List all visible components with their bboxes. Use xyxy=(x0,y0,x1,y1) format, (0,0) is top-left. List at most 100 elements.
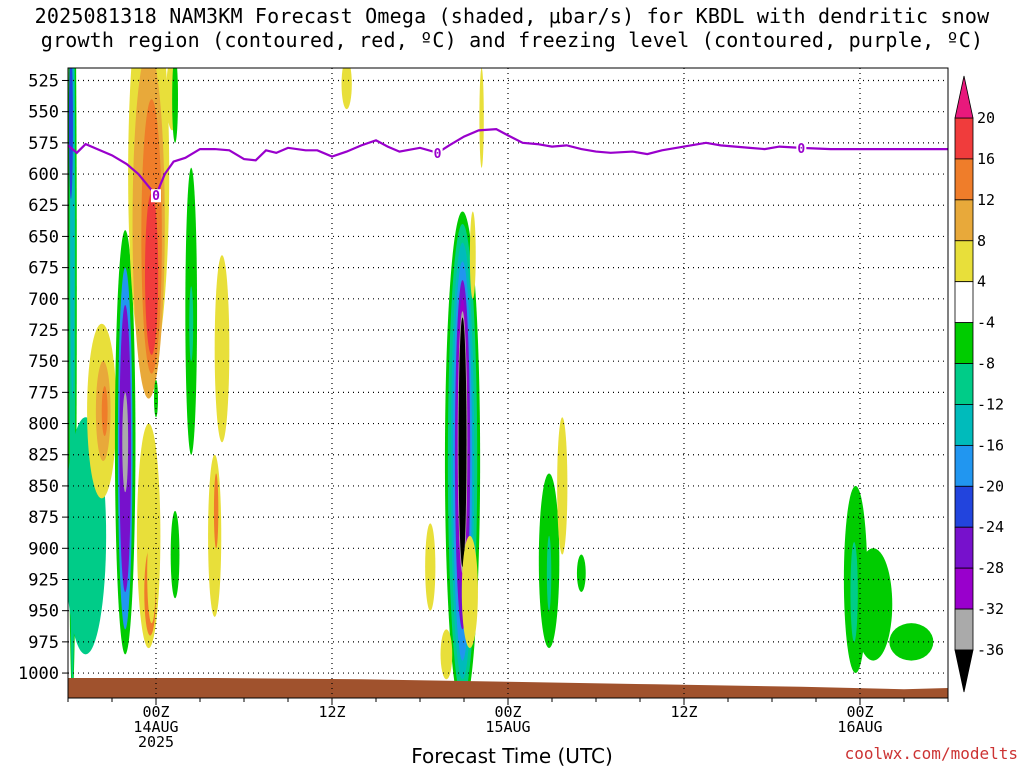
colorbar-bottom-arrow xyxy=(954,649,974,693)
chart-title: 2025081318 NAM3KM Forecast Omega (shaded… xyxy=(0,4,1024,52)
omega-blob-36 xyxy=(458,317,467,568)
colorbar-bin xyxy=(954,444,974,487)
y-tick-label: 625 xyxy=(28,196,59,216)
x-tick-label: 16AUG xyxy=(837,718,882,736)
y-tick-label: 800 xyxy=(28,415,59,435)
colorbar-tick-label: 12 xyxy=(977,191,995,209)
x-tick-label: 15AUG xyxy=(485,718,530,736)
omega-blob-43 xyxy=(546,535,552,611)
omega-blob-2 xyxy=(70,68,75,399)
chart-title-line1: 2025081318 NAM3KM Forecast Omega (shaded… xyxy=(34,4,990,28)
y-tick-label: 975 xyxy=(28,633,59,653)
y-tick-label: 600 xyxy=(28,165,59,185)
y-tick-label: 900 xyxy=(28,539,59,559)
colorbar-tick-label: -12 xyxy=(977,395,1004,413)
freezing-level-label: 0 xyxy=(797,142,805,157)
chart-title-line2: growth region (contoured, red, ºC) and f… xyxy=(40,28,984,52)
omega-blob-47 xyxy=(854,548,893,661)
omega-blob-48 xyxy=(889,623,934,661)
y-tick-label: 775 xyxy=(28,383,59,403)
colorbar-bin xyxy=(954,281,974,324)
grid-layer xyxy=(68,68,948,698)
freezing-level-label: 0 xyxy=(434,147,442,162)
omega-blob-27 xyxy=(213,473,219,549)
omega-blob-23 xyxy=(170,510,180,599)
colorbar-tick-label: 16 xyxy=(977,150,995,168)
colorbar-bin xyxy=(954,199,974,242)
colorbar: 20 16 12 8 4 -4 -8 -12 -16 -20 -24 -28 -32 -36 xyxy=(954,75,1004,693)
omega-blob-40 xyxy=(440,629,453,680)
x-tick-label: 00Z xyxy=(494,703,521,721)
y-tick-label: 1000 xyxy=(18,664,59,684)
colorbar-tick-label: 4 xyxy=(977,273,986,291)
colorbar-bin xyxy=(954,567,974,610)
y-tick-label: 825 xyxy=(28,446,59,466)
omega-blob-49 xyxy=(850,542,858,642)
y-tick-label: 750 xyxy=(28,352,59,372)
omega-blob-21 xyxy=(189,286,194,362)
credit-link[interactable]: coolwx.com/modelts xyxy=(844,744,1018,763)
colorbar-bin xyxy=(954,485,974,528)
x-tick-label: 00Z xyxy=(846,703,873,721)
omega-blob-15 xyxy=(145,192,159,355)
colorbar-bin xyxy=(954,117,974,160)
colorbar-bin xyxy=(954,404,974,446)
y-tick-label: 725 xyxy=(28,321,59,341)
x-tick-label: 12Z xyxy=(670,703,697,721)
colorbar-bin xyxy=(954,363,974,405)
colorbar-tick-label: -32 xyxy=(977,600,1004,618)
y-tick-label: 950 xyxy=(28,602,59,622)
omega-blob-44 xyxy=(557,417,568,555)
colorbar-bin xyxy=(954,608,974,651)
freezing-label-bg-0 xyxy=(151,189,161,203)
omega-blob-7 xyxy=(101,386,108,437)
omega-blob-3 xyxy=(68,68,73,199)
colorbar-tick-label: -20 xyxy=(977,477,1004,495)
colorbar-bin xyxy=(954,526,974,569)
omega-blob-25 xyxy=(214,255,230,443)
colorbar-tick-label: 8 xyxy=(977,232,986,250)
omega-blob-37 xyxy=(469,211,476,299)
freezing-level-label: 0 xyxy=(152,189,160,204)
x-tick-label: 00Z xyxy=(142,703,169,721)
omega-shading-layer xyxy=(68,68,934,698)
y-tick-label: 575 xyxy=(28,134,59,154)
omega-blob-28 xyxy=(341,68,352,110)
colorbar-tick-label: 20 xyxy=(977,109,995,127)
colorbar-bin xyxy=(954,322,974,364)
y-tick-label: 525 xyxy=(28,71,59,91)
omega-blob-39 xyxy=(425,523,436,611)
omega-blob-41 xyxy=(461,535,478,649)
omega-blob-45 xyxy=(576,554,586,592)
colorbar-top-arrow xyxy=(954,75,974,119)
colorbar-tick-label: -4 xyxy=(977,314,995,332)
freezing-level-layer: 0 0 0 xyxy=(68,128,948,204)
colorbar-tick-label: -16 xyxy=(977,436,1004,454)
y-tick-label: 925 xyxy=(28,570,59,590)
y-tick-label: 550 xyxy=(28,103,59,123)
x-axis-label: Forecast Time (UTC) xyxy=(411,744,613,768)
colorbar-tick-label: -36 xyxy=(977,641,1004,659)
x-tick-label: 14AUG xyxy=(133,718,178,736)
omega-blob-24 xyxy=(147,523,157,624)
x-tick-label: 12Z xyxy=(318,703,345,721)
colorbar-tick-label: -8 xyxy=(977,355,995,373)
colorbar-bin xyxy=(954,158,974,201)
y-tick-label: 700 xyxy=(28,290,59,310)
y-tick-label: 675 xyxy=(28,259,59,279)
y-tick-label: 650 xyxy=(28,227,59,247)
x-tick-label: 2025 xyxy=(138,733,174,751)
y-tick-label: 850 xyxy=(28,477,59,497)
omega-blob-11 xyxy=(122,392,129,493)
freezing-label-bg-2 xyxy=(796,141,807,155)
colorbar-tick-label: -24 xyxy=(977,518,1004,536)
y-axis: 525 550 575 600 625 650 675 700 725 750 775 800 825 8… xyxy=(18,71,68,684)
freezing-label-bg-1 xyxy=(432,146,443,160)
omega-blob-38 xyxy=(479,68,484,168)
colorbar-bin xyxy=(954,240,974,283)
omega-blob-19 xyxy=(172,68,178,143)
colorbar-tick-label: -28 xyxy=(977,559,1004,577)
y-tick-label: 875 xyxy=(28,508,59,528)
